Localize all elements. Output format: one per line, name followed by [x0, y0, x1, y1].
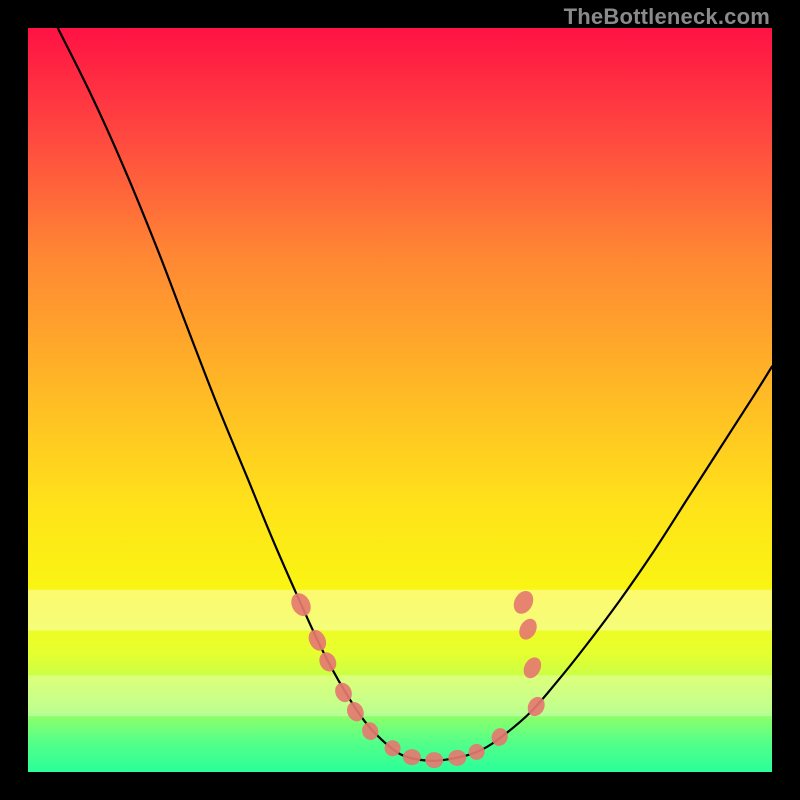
curve-marker — [385, 740, 401, 756]
curve-marker — [520, 654, 544, 681]
curve-marker — [305, 627, 329, 654]
curve-markers — [287, 588, 548, 769]
curve-marker — [425, 752, 443, 768]
curve-marker — [403, 749, 421, 765]
curve-marker — [510, 588, 537, 618]
curve-marker — [316, 649, 340, 674]
chart-frame: TheBottleneck.com — [0, 0, 800, 800]
curve-layer — [28, 28, 772, 772]
curve-marker — [516, 616, 540, 643]
bottleneck-curve — [58, 28, 772, 761]
watermark-text: TheBottleneck.com — [564, 4, 770, 30]
curve-marker — [360, 720, 381, 742]
curve-marker — [287, 590, 314, 620]
curve-marker — [467, 742, 486, 761]
curve-marker — [489, 726, 510, 748]
curve-marker — [448, 750, 466, 766]
plot-area — [28, 28, 772, 772]
